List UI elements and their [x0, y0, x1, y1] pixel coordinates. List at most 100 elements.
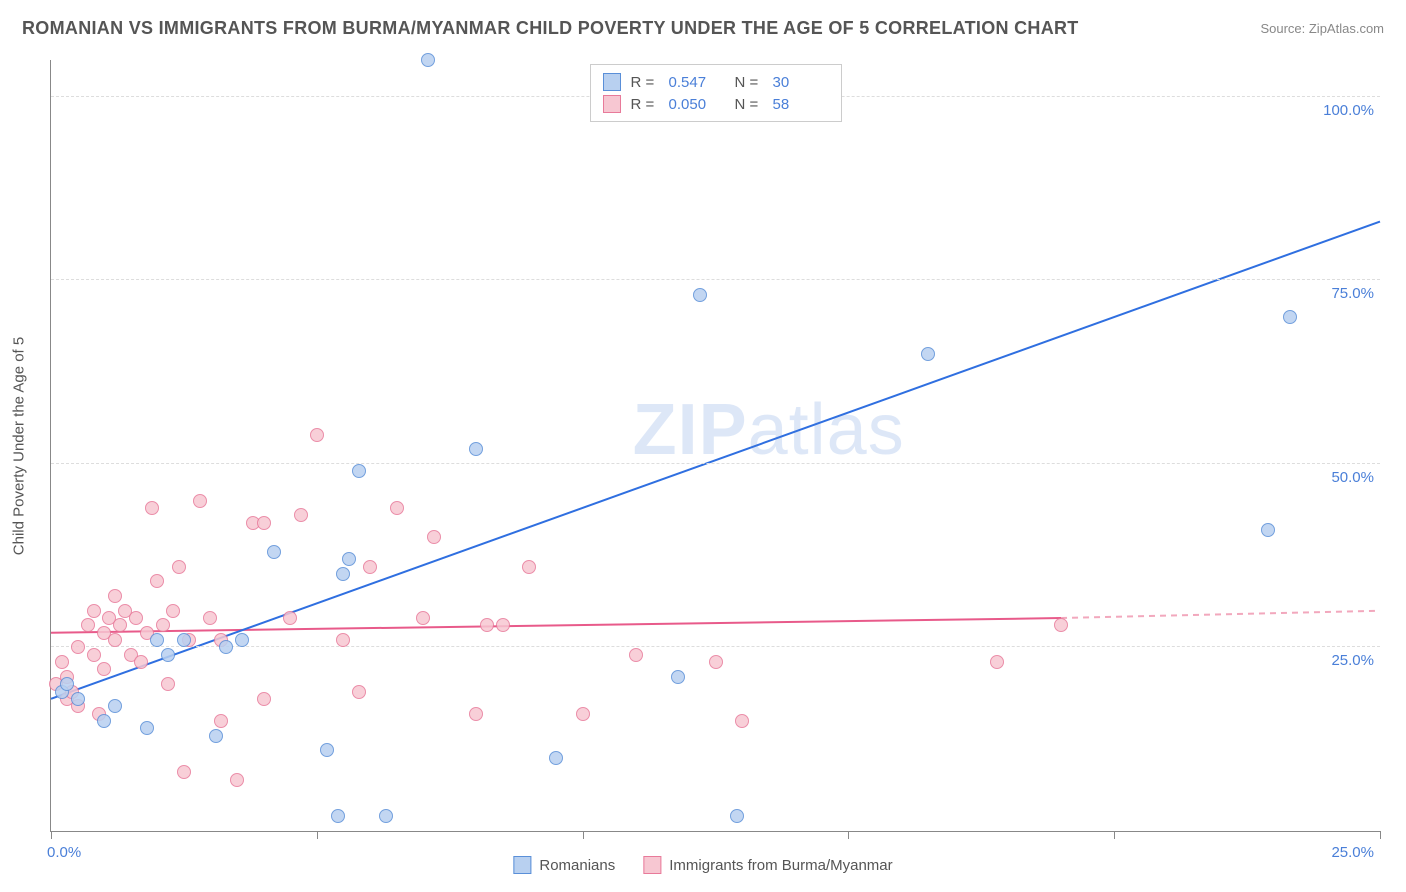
data-point — [193, 494, 207, 508]
legend-label: Immigrants from Burma/Myanmar — [669, 857, 892, 874]
data-point — [310, 428, 324, 442]
data-point — [629, 648, 643, 662]
data-point — [108, 589, 122, 603]
trend-line — [51, 222, 1380, 699]
data-point — [108, 633, 122, 647]
data-point — [390, 501, 404, 515]
data-point — [469, 442, 483, 456]
data-point — [140, 721, 154, 735]
data-point — [294, 508, 308, 522]
data-point — [71, 692, 85, 706]
data-point — [166, 604, 180, 618]
data-point — [336, 633, 350, 647]
data-point — [230, 773, 244, 787]
n-label: N = — [735, 74, 763, 91]
data-point — [469, 707, 483, 721]
data-point — [161, 677, 175, 691]
y-tick-label: 25.0% — [1331, 652, 1374, 669]
legend-swatch — [643, 856, 661, 874]
x-tick — [583, 831, 584, 839]
data-point — [156, 618, 170, 632]
data-point — [97, 662, 111, 676]
data-point — [352, 464, 366, 478]
data-point — [576, 707, 590, 721]
data-point — [150, 574, 164, 588]
data-point — [235, 633, 249, 647]
legend-row: R =0.050N =58 — [603, 93, 829, 115]
data-point — [352, 685, 366, 699]
data-point — [71, 640, 85, 654]
y-tick-label: 75.0% — [1331, 285, 1374, 302]
data-point — [671, 670, 685, 684]
gridline — [51, 279, 1380, 280]
gridline — [51, 646, 1380, 647]
data-point — [549, 751, 563, 765]
data-point — [331, 809, 345, 823]
scatter-chart: Child Poverty Under the Age of 5 ZIPatla… — [50, 60, 1380, 832]
data-point — [427, 530, 441, 544]
r-value: 0.547 — [669, 74, 725, 91]
legend-row: R = 0.547 N = 30 — [603, 71, 829, 93]
data-point — [496, 618, 510, 632]
y-tick-label: 100.0% — [1323, 102, 1374, 119]
data-point — [336, 567, 350, 581]
n-value: 30 — [773, 74, 829, 91]
data-point — [172, 560, 186, 574]
data-point — [161, 648, 175, 662]
data-point — [1054, 618, 1068, 632]
series-legend: Romanians Immigrants from Burma/Myanmar — [513, 856, 892, 874]
data-point — [379, 809, 393, 823]
data-point — [693, 288, 707, 302]
data-point — [108, 699, 122, 713]
chart-title: ROMANIAN VS IMMIGRANTS FROM BURMA/MYANMA… — [22, 18, 1079, 39]
data-point — [134, 655, 148, 669]
x-tick — [51, 831, 52, 839]
data-point — [203, 611, 217, 625]
legend-item: Romanians — [513, 856, 615, 874]
data-point — [97, 714, 111, 728]
data-point — [145, 501, 159, 515]
data-point — [522, 560, 536, 574]
data-point — [209, 729, 223, 743]
data-point — [129, 611, 143, 625]
data-point — [416, 611, 430, 625]
data-point — [214, 714, 228, 728]
trend-lines — [51, 60, 1380, 831]
data-point — [219, 640, 233, 654]
legend-swatch — [603, 73, 621, 91]
x-tick-label: 0.0% — [47, 844, 81, 861]
data-point — [113, 618, 127, 632]
data-point — [363, 560, 377, 574]
data-point — [177, 765, 191, 779]
data-point — [320, 743, 334, 757]
x-tick — [1380, 831, 1381, 839]
legend-item: Immigrants from Burma/Myanmar — [643, 856, 892, 874]
x-tick — [848, 831, 849, 839]
data-point — [1261, 523, 1275, 537]
data-point — [990, 655, 1004, 669]
data-point — [87, 648, 101, 662]
legend-swatch — [513, 856, 531, 874]
n-value: 58 — [773, 96, 829, 113]
x-tick — [317, 831, 318, 839]
legend-swatch — [603, 95, 621, 113]
source-label: Source: ZipAtlas.com — [1260, 21, 1384, 36]
data-point — [921, 347, 935, 361]
x-tick — [1114, 831, 1115, 839]
trend-line — [1061, 611, 1380, 618]
data-point — [60, 677, 74, 691]
r-label: R = — [631, 74, 659, 91]
data-point — [480, 618, 494, 632]
data-point — [87, 604, 101, 618]
data-point — [177, 633, 191, 647]
r-value: 0.050 — [669, 96, 725, 113]
legend-label: Romanians — [539, 857, 615, 874]
data-point — [709, 655, 723, 669]
data-point — [421, 53, 435, 67]
data-point — [267, 545, 281, 559]
gridline — [51, 463, 1380, 464]
n-label: N = — [735, 96, 763, 113]
data-point — [257, 516, 271, 530]
data-point — [735, 714, 749, 728]
x-tick-label: 25.0% — [1331, 844, 1374, 861]
